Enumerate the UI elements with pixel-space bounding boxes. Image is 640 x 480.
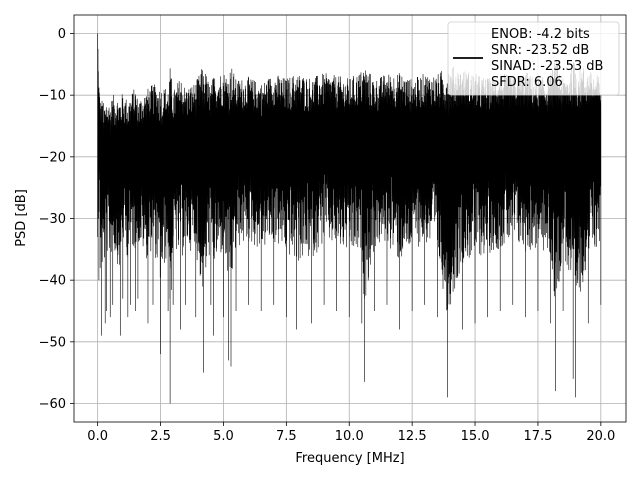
x-axis-label: Frequency [MHz] [295,451,404,466]
x-tick-label: 20.0 [586,429,615,444]
y-tick-label: −10 [39,89,66,104]
psd-trace [97,33,602,404]
y-ticks: 0 −10 −20 −30 −40 −50 −60 [39,27,74,412]
y-tick-label: −20 [39,150,66,165]
y-tick-label: 0 [58,27,66,42]
x-tick-label: 12.5 [398,429,427,444]
x-ticks: 0.0 2.5 5.0 7.5 10.0 12.5 15.0 17.5 20.0 [87,422,615,444]
y-axis-label: PSD [dB] [14,189,29,247]
legend-sinad: SINAD: -23.53 dB [491,59,603,74]
y-tick-label: −60 [39,397,66,412]
x-tick-label: 0.0 [87,429,108,444]
x-tick-label: 10.0 [335,429,364,444]
x-tick-label: 5.0 [213,429,234,444]
x-tick-label: 17.5 [523,429,552,444]
legend: ENOB: -4.2 bits SNR: -23.52 dB SINAD: -2… [447,21,620,96]
legend-snr: SNR: -23.52 dB [491,43,589,58]
y-tick-label: −50 [39,335,66,350]
legend-enob: ENOB: -4.2 bits [491,27,590,42]
y-tick-label: −40 [39,274,66,289]
legend-box [447,21,620,96]
psd-series-line [97,33,602,404]
x-tick-label: 15.0 [461,429,490,444]
y-tick-label: −30 [39,212,66,227]
x-tick-label: 2.5 [150,429,171,444]
legend-sfdr: SFDR: 6.06 [491,75,563,90]
x-tick-label: 7.5 [276,429,297,444]
